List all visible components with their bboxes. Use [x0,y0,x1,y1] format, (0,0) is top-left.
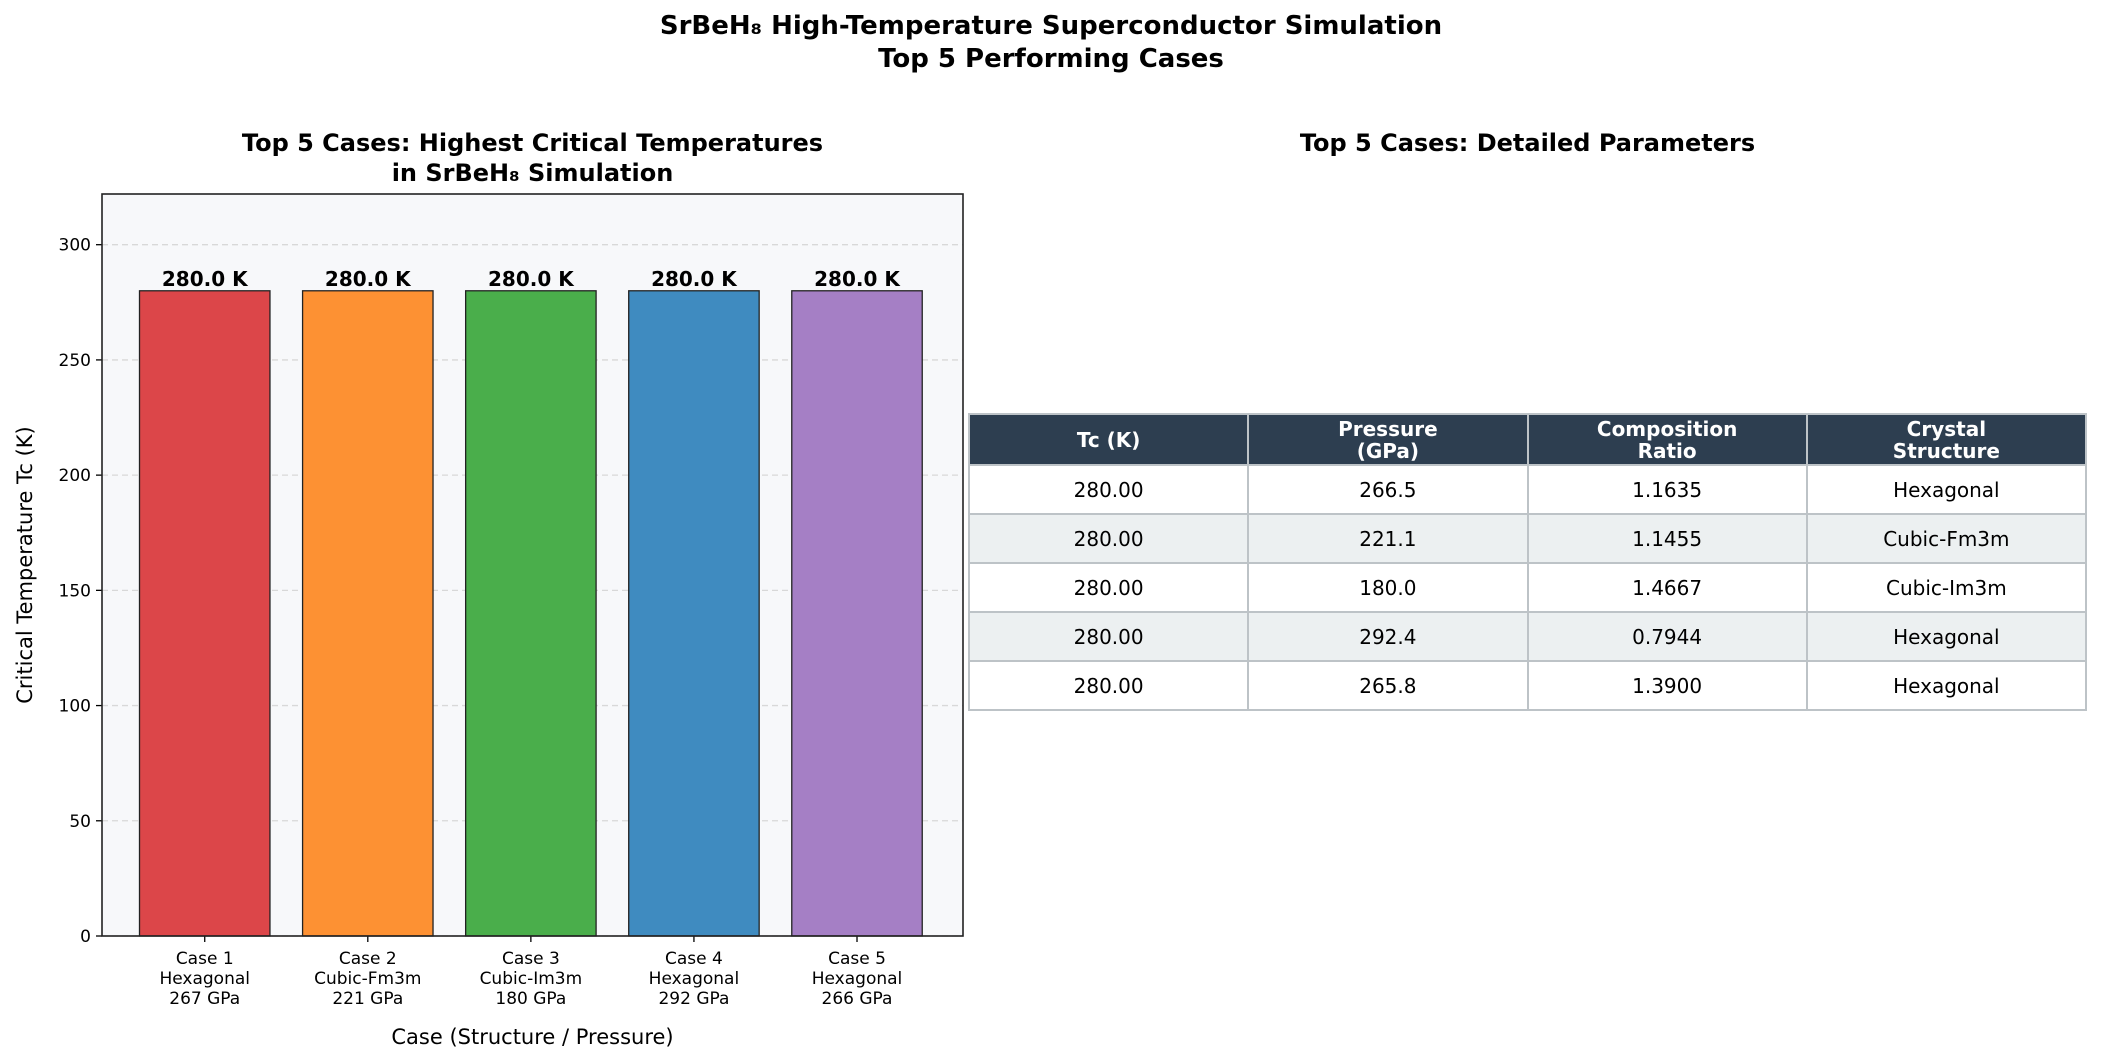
x-axis-label: Case (Structure / Pressure) [391,1025,673,1049]
table-cell: 280.00 [967,660,1250,711]
table-cell: 280.00 [967,464,1250,515]
x-tick-label: Case 1 [176,949,234,969]
x-tick-label: Hexagonal [812,969,903,989]
x-tick-label: 267 GPa [169,989,240,1009]
table-cell: 280.00 [967,513,1250,564]
table-cell: 1.1455 [1526,513,1808,564]
bar [464,290,597,937]
plot-frame [101,193,964,937]
bar [791,290,923,937]
table-cell: 1.4667 [1526,562,1808,613]
table-title: Top 5 Cases: Detailed Parameters [1299,129,1756,157]
x-tick-label: Cubic-Im3m [480,969,583,989]
x-tick-label: 266 GPa [822,989,893,1009]
header-text: Crystal [1906,416,1987,441]
table-cell: 180.0 [1247,562,1529,613]
x-tick-label: Hexagonal [159,969,250,989]
table-cell: Hexagonal [1805,464,2088,515]
table-header-cell: Composition Ratio [1526,413,1808,466]
table-cell: 292.4 [1247,611,1529,662]
x-tick-label: Hexagonal [649,969,740,989]
header-text: Ratio [1637,438,1697,463]
y-tick-label: 150 [59,581,91,601]
bar [138,290,271,937]
y-tick-label: 50 [69,812,91,832]
figure-title-line2: Top 5 Performing Cases [878,44,1224,74]
table-header-cell: Crystal Structure [1805,413,2088,466]
y-tick-label: 0 [80,927,91,947]
header-text: Pressure [1338,416,1438,441]
y-tick-label: 300 [59,236,91,256]
table-row: 280.00 180.0 1.4667 Cubic-Im3m [967,562,2088,613]
table-cell: 0.7944 [1526,611,1808,662]
x-tick-label: Cubic-Fm3m [314,969,421,989]
header-text: Composition [1596,416,1738,441]
bar-data-label: 280.0 K [488,267,575,291]
header-text: Structure [1892,438,2000,463]
bar-data-label: 280.0 K [325,267,412,291]
table-cell: Cubic-Im3m [1805,562,2088,613]
x-tick-label: 180 GPa [495,989,566,1009]
bar-data-label: 280.0 K [651,267,738,291]
table-cell: Cubic-Fm3m [1805,513,2088,564]
chart-title-line1: Top 5 Cases: Highest Critical Temperatur… [241,129,824,157]
table-cell: 280.00 [967,611,1250,662]
table-header-cell: Pressure (GPa) [1247,413,1529,466]
header-text: Tc (K) [1076,427,1141,452]
x-tick-label: 221 GPa [332,989,403,1009]
table-cell: 1.3900 [1526,660,1808,711]
figure-title: SrBeH₈ High-Temperature Superconductor S… [0,10,2102,76]
chart-title-line2: in SrBeH₈ Simulation [391,159,674,187]
table-cell: 265.8 [1247,660,1529,711]
y-tick-label: 100 [59,697,91,717]
bar-data-label: 280.0 K [814,267,901,291]
table-cell: Hexagonal [1805,611,2088,662]
x-tick-label: 292 GPa [658,989,729,1009]
table-header-cell: Tc (K) [967,413,1250,466]
table-cell: 280.00 [967,562,1250,613]
y-tick-label: 200 [59,466,91,486]
table-cell: 266.5 [1247,464,1529,515]
table-header-row: Tc (K) Pressure (GPa) Composition Ratio Cryst… [967,413,2088,466]
bar-data-label: 280.0 K [162,267,249,291]
figure-title-line1: SrBeH₈ High-Temperature Superconductor S… [659,11,1443,41]
table-row: 280.00 266.5 1.1635 Hexagonal [967,464,2088,515]
header-text: (GPa) [1356,438,1420,463]
x-tick-label: Case 5 [828,949,886,969]
bar [628,290,760,937]
x-tick-label: Case 3 [502,949,560,969]
table-cell: 221.1 [1247,513,1529,564]
parameters-table: Tc (K) Pressure (GPa) Composition Ratio Cryst… [967,413,2088,711]
table-row: 280.00 265.8 1.3900 Hexagonal [967,660,2088,711]
table-row: 280.00 292.4 0.7944 Hexagonal [967,611,2088,662]
table-cell: Hexagonal [1805,660,2088,711]
x-tick-label: Case 4 [665,949,723,969]
chart-title: Top 5 Cases: Highest Critical Temperatur… [102,128,963,188]
y-tick-label: 250 [59,351,91,371]
y-axis-label: Critical Temperature Tc (K) [13,426,37,703]
table-cell: 1.1635 [1526,464,1808,515]
table-row: 280.00 221.1 1.1455 Cubic-Fm3m [967,513,2088,564]
bar [301,290,434,937]
x-tick-label: Case 2 [339,949,397,969]
